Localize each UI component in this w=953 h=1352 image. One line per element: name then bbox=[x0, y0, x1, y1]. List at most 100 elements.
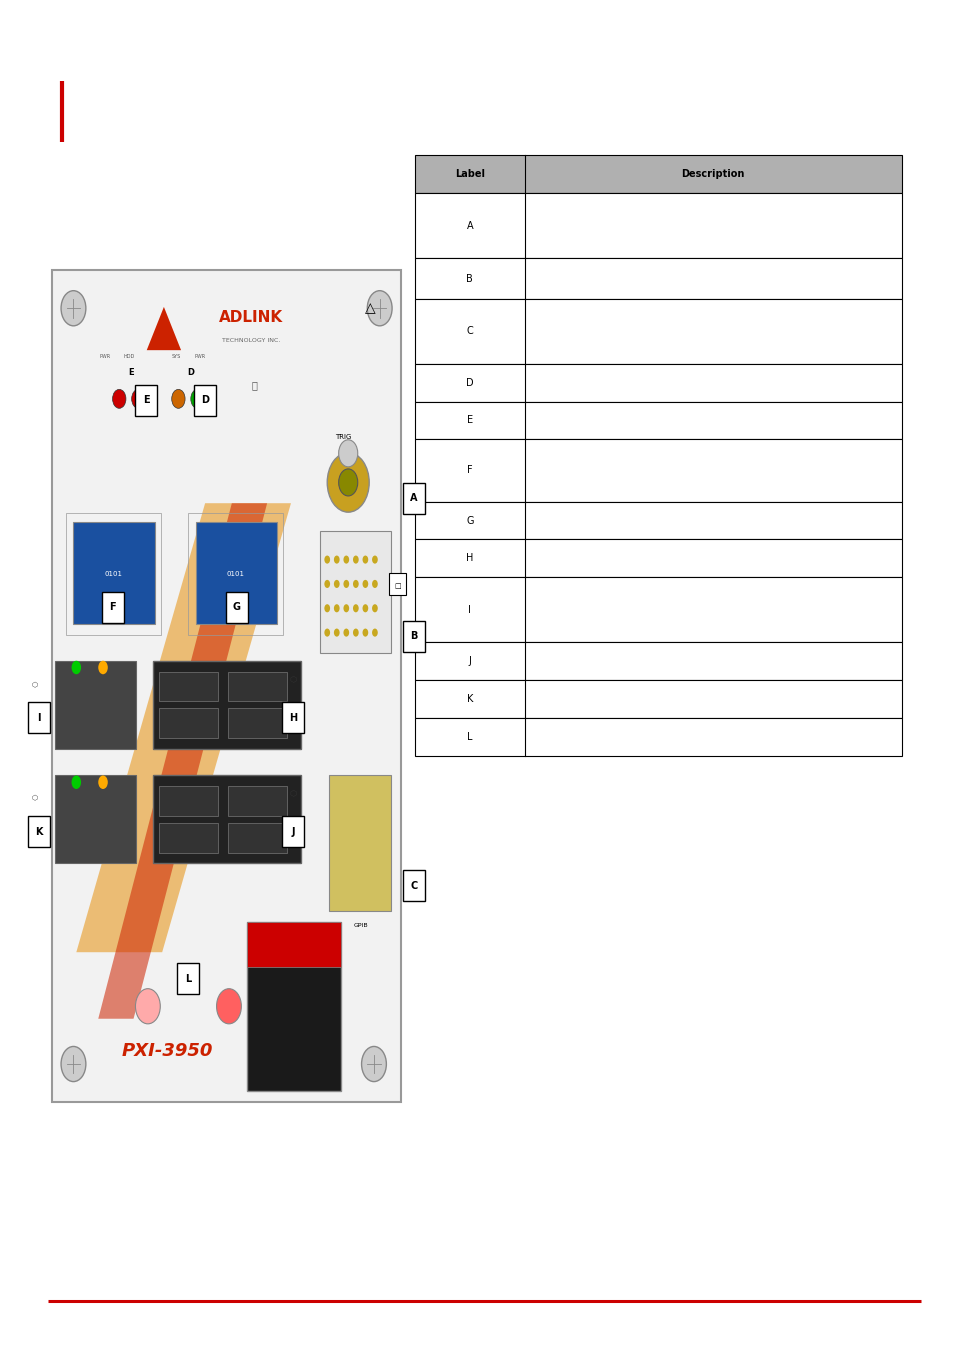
Bar bbox=[415, 718, 901, 756]
Text: △: △ bbox=[364, 301, 375, 315]
Bar bbox=[228, 672, 287, 702]
Bar bbox=[176, 963, 198, 994]
Circle shape bbox=[338, 439, 357, 466]
Bar bbox=[247, 922, 340, 967]
Circle shape bbox=[362, 604, 368, 612]
Text: B: B bbox=[410, 631, 417, 641]
Bar bbox=[152, 661, 300, 749]
Bar bbox=[415, 193, 901, 258]
Text: A: A bbox=[410, 493, 417, 503]
Text: □: □ bbox=[395, 583, 400, 589]
Bar bbox=[66, 512, 161, 634]
Bar bbox=[102, 592, 124, 623]
Text: K: K bbox=[466, 694, 473, 704]
Circle shape bbox=[362, 629, 368, 637]
Text: I: I bbox=[468, 604, 471, 615]
Text: D: D bbox=[201, 395, 209, 406]
Bar bbox=[415, 577, 901, 642]
Text: TECHNOLOGY INC.: TECHNOLOGY INC. bbox=[221, 338, 280, 343]
Bar bbox=[329, 776, 391, 911]
Circle shape bbox=[372, 629, 377, 637]
Text: Description: Description bbox=[680, 169, 744, 180]
Text: F: F bbox=[110, 602, 115, 612]
Polygon shape bbox=[98, 503, 267, 1019]
Bar bbox=[415, 258, 901, 299]
Circle shape bbox=[334, 604, 339, 612]
Circle shape bbox=[216, 988, 241, 1023]
Circle shape bbox=[172, 389, 185, 408]
Bar bbox=[55, 661, 136, 749]
Text: F: F bbox=[467, 465, 472, 476]
Circle shape bbox=[353, 580, 358, 588]
Circle shape bbox=[324, 580, 330, 588]
Circle shape bbox=[327, 453, 369, 512]
Text: I: I bbox=[37, 713, 41, 723]
Circle shape bbox=[343, 556, 349, 564]
Circle shape bbox=[334, 580, 339, 588]
Bar bbox=[415, 155, 901, 193]
Bar bbox=[225, 592, 247, 623]
Circle shape bbox=[353, 629, 358, 637]
Bar bbox=[228, 787, 287, 817]
Text: TRIG: TRIG bbox=[335, 434, 352, 441]
Text: L: L bbox=[185, 973, 191, 984]
Circle shape bbox=[353, 604, 358, 612]
Bar bbox=[415, 439, 901, 502]
Circle shape bbox=[334, 556, 339, 564]
Polygon shape bbox=[76, 503, 291, 952]
Circle shape bbox=[135, 988, 160, 1023]
Circle shape bbox=[361, 1046, 386, 1082]
Bar bbox=[402, 621, 424, 652]
Circle shape bbox=[343, 580, 349, 588]
Text: 0101: 0101 bbox=[227, 571, 244, 577]
Bar bbox=[188, 512, 283, 634]
Bar bbox=[402, 871, 424, 902]
Circle shape bbox=[343, 629, 349, 637]
Bar bbox=[152, 776, 300, 864]
Bar bbox=[402, 483, 424, 514]
Bar bbox=[389, 573, 406, 595]
Bar bbox=[281, 817, 303, 848]
Circle shape bbox=[112, 389, 126, 408]
Bar bbox=[415, 680, 901, 718]
Text: ⬡: ⬡ bbox=[31, 795, 37, 800]
Bar bbox=[415, 299, 901, 364]
Text: K: K bbox=[35, 826, 43, 837]
Text: G: G bbox=[233, 602, 240, 612]
Circle shape bbox=[61, 291, 86, 326]
Text: J: J bbox=[468, 656, 471, 667]
Circle shape bbox=[367, 291, 392, 326]
Bar bbox=[193, 384, 215, 415]
Bar bbox=[159, 672, 218, 702]
Bar bbox=[55, 776, 136, 864]
Text: E: E bbox=[143, 395, 149, 406]
Text: D: D bbox=[187, 368, 194, 376]
Bar bbox=[195, 522, 276, 623]
Bar bbox=[29, 817, 51, 848]
Bar bbox=[281, 702, 303, 733]
Bar bbox=[415, 502, 901, 539]
Text: C: C bbox=[410, 880, 417, 891]
Circle shape bbox=[343, 604, 349, 612]
Circle shape bbox=[71, 661, 81, 675]
Text: J: J bbox=[291, 826, 294, 837]
Bar bbox=[159, 787, 218, 817]
Circle shape bbox=[338, 469, 357, 496]
Text: A: A bbox=[466, 220, 473, 231]
Text: E: E bbox=[466, 415, 473, 426]
Text: HDD: HDD bbox=[123, 354, 134, 360]
Text: 0101: 0101 bbox=[105, 571, 122, 577]
Circle shape bbox=[132, 389, 145, 408]
FancyBboxPatch shape bbox=[247, 922, 340, 1091]
Circle shape bbox=[353, 556, 358, 564]
Bar bbox=[159, 823, 218, 853]
Circle shape bbox=[324, 629, 330, 637]
Text: PWR: PWR bbox=[194, 354, 206, 360]
Circle shape bbox=[372, 556, 377, 564]
Text: PWR: PWR bbox=[99, 354, 111, 360]
Circle shape bbox=[362, 580, 368, 588]
Polygon shape bbox=[147, 307, 181, 350]
Text: H: H bbox=[289, 713, 296, 723]
Text: C: C bbox=[466, 326, 473, 337]
Text: ⬡: ⬡ bbox=[289, 676, 296, 684]
